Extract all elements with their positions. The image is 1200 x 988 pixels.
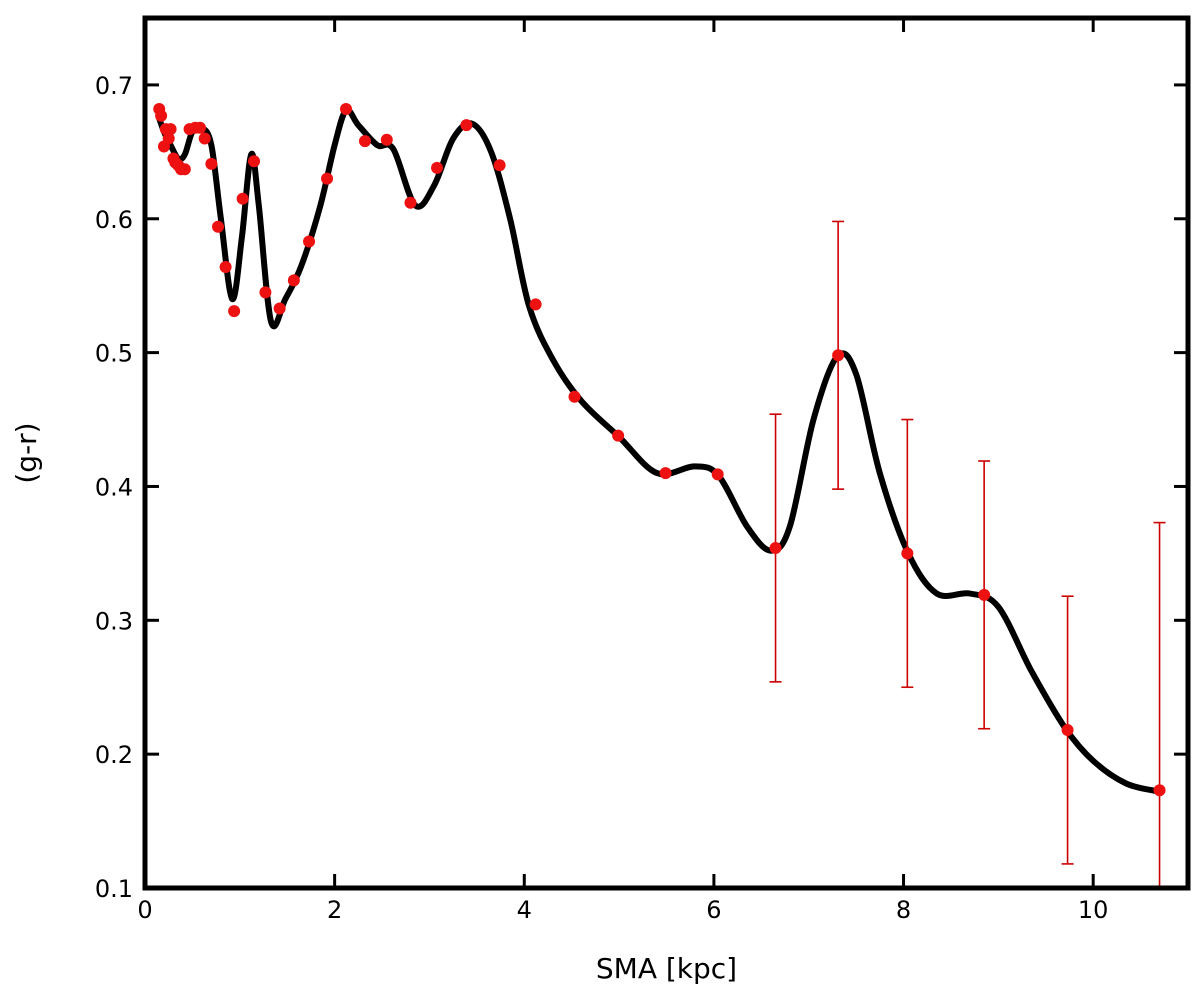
y-tick-label: 0.4 <box>95 473 133 501</box>
data-point <box>198 132 211 145</box>
data-point <box>248 155 261 168</box>
curve-layer <box>156 106 1163 795</box>
data-point <box>358 135 371 148</box>
data-point <box>529 298 542 311</box>
data-point <box>193 121 206 134</box>
points-layer <box>153 103 1166 797</box>
data-point <box>612 429 625 442</box>
data-point <box>431 161 444 174</box>
data-point <box>219 260 232 273</box>
data-point <box>162 132 175 145</box>
data-point <box>380 133 393 146</box>
data-point <box>259 286 272 299</box>
data-point <box>832 349 845 362</box>
data-point <box>1153 784 1166 797</box>
data-point <box>493 159 506 172</box>
x-tick-label: 2 <box>327 896 342 924</box>
smooth-fit-curve <box>156 106 1163 795</box>
x-tick-label: 10 <box>1078 896 1109 924</box>
x-tick-label: 8 <box>896 896 911 924</box>
data-point <box>711 468 724 481</box>
data-point <box>228 305 241 318</box>
y-tick-label: 0.5 <box>95 340 133 368</box>
data-point <box>273 302 286 315</box>
x-axis-label: SMA [kpc] <box>596 952 737 985</box>
data-point <box>1061 724 1074 737</box>
data-point <box>568 390 581 403</box>
y-tick-label: 0.7 <box>95 72 133 100</box>
data-point <box>155 109 168 122</box>
x-tick-label: 0 <box>137 896 152 924</box>
data-point <box>303 235 316 248</box>
data-point <box>404 196 417 209</box>
y-tick-label: 0.3 <box>95 607 133 635</box>
tick-labels-layer: 0 2 4 6 8 10 0.1 0.2 0.3 0.4 0.5 0.6 0.7 <box>95 72 1109 924</box>
errorbar-layer <box>769 220 1166 888</box>
ticks-layer <box>143 18 1188 890</box>
data-point <box>321 172 334 185</box>
data-point <box>287 274 300 287</box>
data-point <box>205 157 218 170</box>
y-tick-label: 0.2 <box>95 741 133 769</box>
x-tick-label: 6 <box>706 896 721 924</box>
x-tick-label: 4 <box>517 896 532 924</box>
plot-frame <box>142 15 1191 891</box>
data-point <box>236 192 249 205</box>
y-axis-label: (g-r) <box>10 422 43 483</box>
y-tick-label: 0.1 <box>95 875 133 903</box>
data-point <box>164 123 177 136</box>
data-point <box>460 119 473 132</box>
y-tick-label: 0.6 <box>95 206 133 234</box>
data-point <box>340 103 353 116</box>
data-point <box>901 547 914 560</box>
data-point <box>659 467 672 480</box>
data-point <box>178 163 191 176</box>
data-point <box>769 542 782 555</box>
data-point <box>978 588 991 601</box>
data-point <box>212 220 225 233</box>
